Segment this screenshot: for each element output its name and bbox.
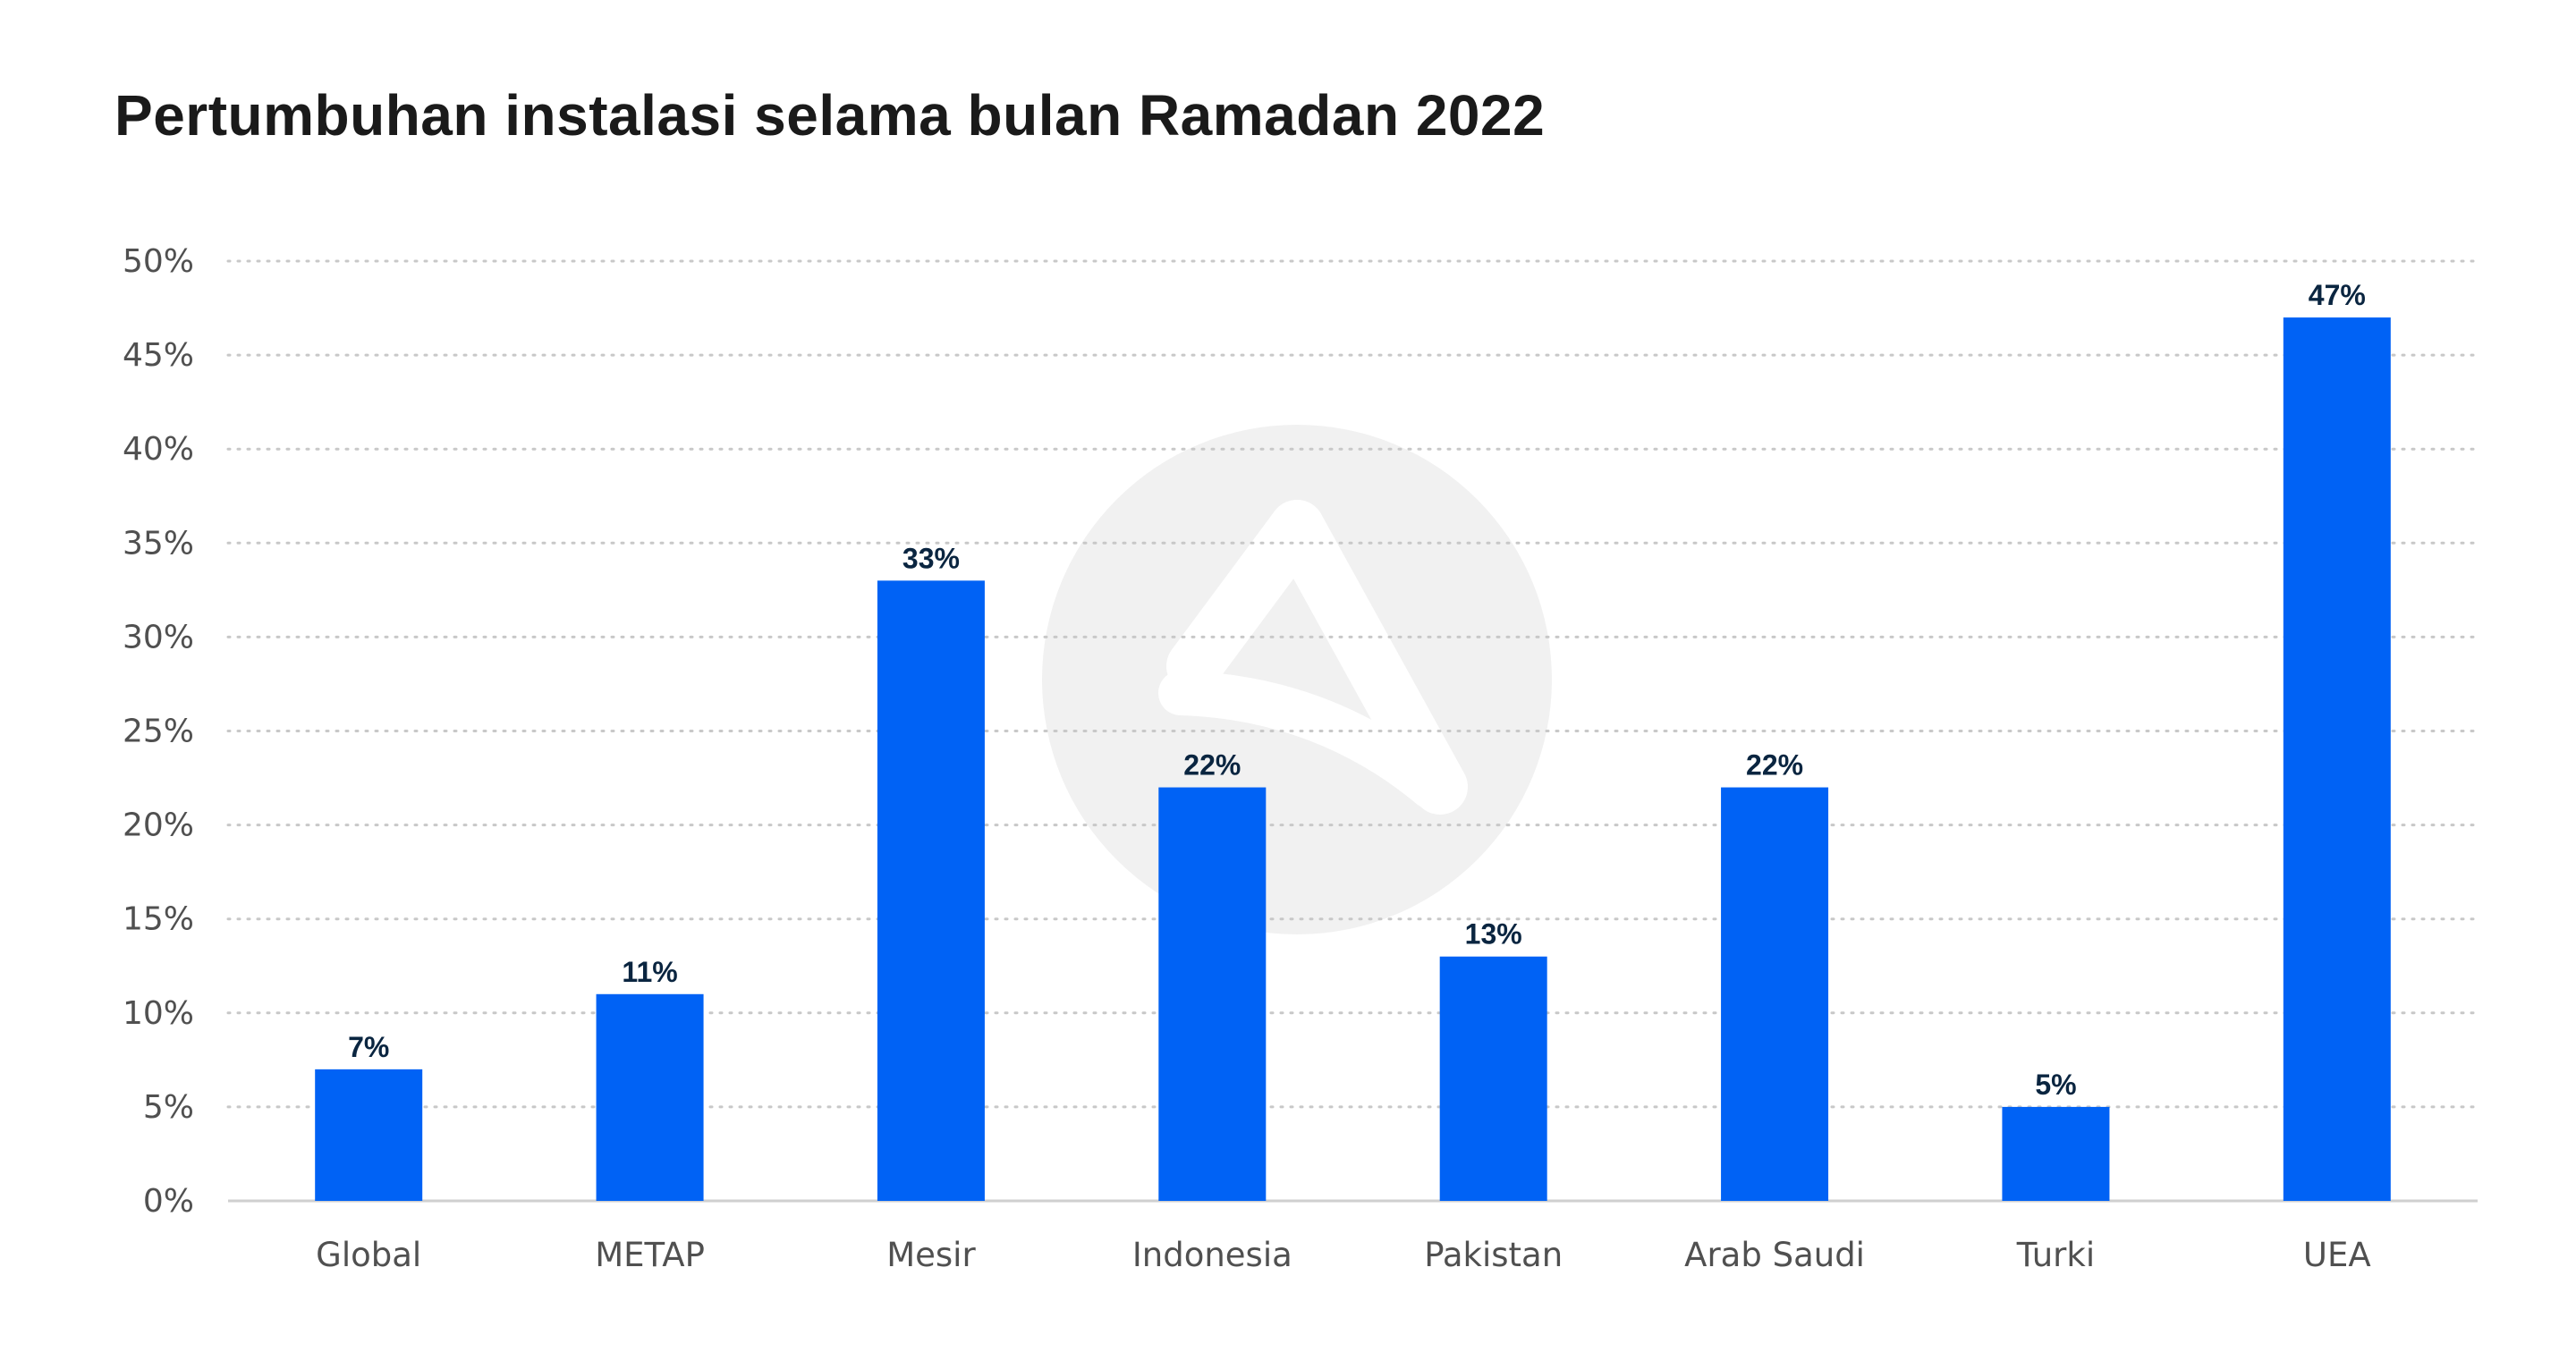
- data-label: 13%: [1465, 918, 1522, 951]
- data-label: 22%: [1746, 749, 1803, 782]
- y-tick-label: 0%: [143, 1183, 194, 1220]
- y-tick-label: 15%: [123, 901, 194, 938]
- x-tick-label: Arab Saudi: [1684, 1236, 1865, 1274]
- x-tick-label: Indonesia: [1132, 1236, 1292, 1274]
- data-labels: 7% 11% 33% 22% 13% 22% 5% 47%: [348, 279, 2366, 1101]
- bars: [315, 317, 2391, 1201]
- y-tick-label: 35%: [123, 525, 194, 562]
- x-tick-label: Pakistan: [1424, 1236, 1563, 1274]
- y-tick-label: 20%: [123, 807, 194, 844]
- x-axis-ticks: Global METAP Mesir Indonesia Pakistan Arab Sa…: [316, 1236, 2371, 1274]
- x-tick-label: UEA: [2303, 1236, 2371, 1274]
- logo-watermark-icon: [1042, 425, 1552, 934]
- chart-title: Pertumbuhan instalasi selama bulan Ramad…: [114, 83, 1546, 148]
- y-tick-label: 40%: [123, 431, 194, 468]
- y-tick-label: 25%: [123, 714, 194, 750]
- bar-7: [2283, 317, 2391, 1201]
- data-label: 7%: [348, 1031, 389, 1063]
- data-label: 11%: [622, 956, 677, 988]
- y-tick-label: 50%: [123, 243, 194, 280]
- data-label: 33%: [902, 542, 960, 574]
- y-tick-label: 45%: [123, 337, 194, 374]
- bar-4: [1439, 956, 1547, 1201]
- x-tick-label: Global: [316, 1236, 421, 1274]
- bar-0: [315, 1069, 423, 1201]
- y-tick-label: 5%: [143, 1089, 194, 1126]
- bar-6: [2002, 1106, 2110, 1201]
- bar-1: [596, 993, 704, 1201]
- x-tick-label: Mesir: [886, 1236, 976, 1274]
- x-tick-label: Turki: [2016, 1236, 2095, 1274]
- y-tick-label: 30%: [123, 619, 194, 655]
- y-axis-ticks: 0% 5% 10% 15% 20% 25% 30% 35% 40% 45% 50%: [123, 243, 194, 1220]
- bar-5: [1721, 787, 1829, 1201]
- bar-3: [1158, 787, 1267, 1201]
- x-tick-label: METAP: [595, 1236, 705, 1274]
- data-label: 22%: [1183, 749, 1241, 782]
- y-tick-label: 10%: [123, 995, 194, 1032]
- bar-2: [877, 580, 985, 1201]
- data-label: 5%: [2035, 1069, 2076, 1101]
- data-label: 47%: [2309, 279, 2366, 311]
